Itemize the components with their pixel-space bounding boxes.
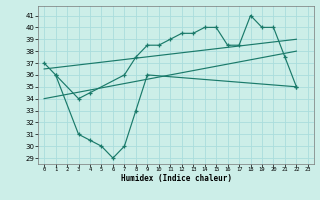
X-axis label: Humidex (Indice chaleur): Humidex (Indice chaleur)	[121, 174, 231, 183]
